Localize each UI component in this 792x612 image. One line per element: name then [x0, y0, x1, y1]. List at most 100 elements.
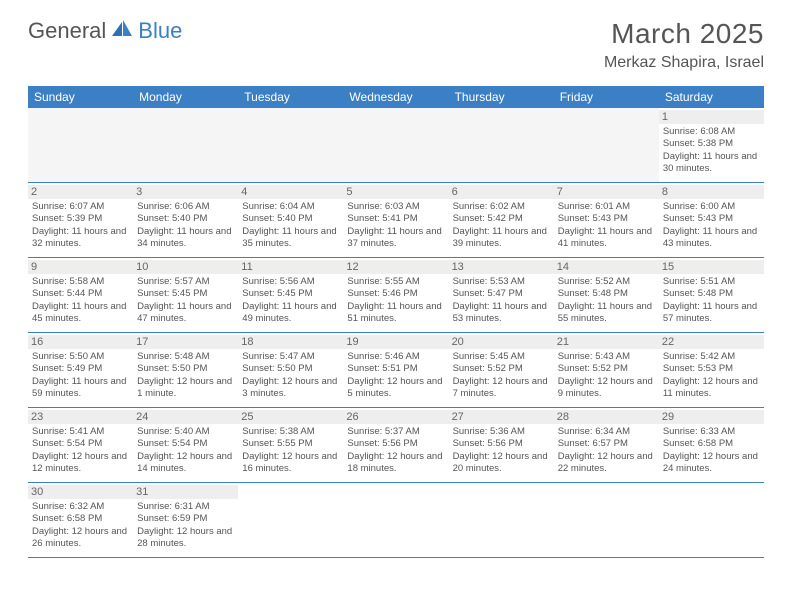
- day-number: 2: [28, 185, 133, 199]
- day-cell: 5Sunrise: 6:03 AMSunset: 5:41 PMDaylight…: [343, 183, 448, 257]
- day-cell: 17Sunrise: 5:48 AMSunset: 5:50 PMDayligh…: [133, 333, 238, 407]
- day-cell: 15Sunrise: 5:51 AMSunset: 5:48 PMDayligh…: [659, 258, 764, 332]
- daylight-text: Daylight: 12 hours and 12 minutes.: [32, 451, 129, 476]
- day-cell: 16 Sunrise: 5:50 AMSunset: 5:49 PMDayligh…: [28, 333, 133, 407]
- sunrise-text: Sunrise: 6:31 AM: [137, 501, 234, 513]
- day-cell: 13Sunrise: 5:53 AMSunset: 5:47 PMDayligh…: [449, 258, 554, 332]
- day-cell: [238, 483, 343, 557]
- daylight-text: Daylight: 11 hours and 45 minutes.: [32, 301, 129, 326]
- day-number: 16: [28, 335, 133, 349]
- day-cell: 22Sunrise: 5:42 AMSunset: 5:53 PMDayligh…: [659, 333, 764, 407]
- logo-text-blue: Blue: [138, 18, 182, 44]
- sunrise-text: Sunrise: 6:34 AM: [558, 426, 655, 438]
- daylight-text: Daylight: 12 hours and 3 minutes.: [242, 376, 339, 401]
- day-number: 10: [133, 260, 238, 274]
- daylight-text: Daylight: 11 hours and 51 minutes.: [347, 301, 444, 326]
- sunset-text: Sunset: 5:40 PM: [137, 213, 234, 225]
- sunset-text: Sunset: 5:44 PM: [32, 288, 129, 300]
- sunset-text: Sunset: 5:53 PM: [663, 363, 760, 375]
- day-number: 14: [554, 260, 659, 274]
- day-number: 7: [554, 185, 659, 199]
- day-cell: 28Sunrise: 6:34 AMSunset: 6:57 PMDayligh…: [554, 408, 659, 482]
- day-cell: 31Sunrise: 6:31 AMSunset: 6:59 PMDayligh…: [133, 483, 238, 557]
- daylight-text: Daylight: 12 hours and 9 minutes.: [558, 376, 655, 401]
- daylight-text: Daylight: 11 hours and 30 minutes.: [663, 151, 760, 176]
- day-number: 6: [449, 185, 554, 199]
- daylight-text: Daylight: 12 hours and 7 minutes.: [453, 376, 550, 401]
- sunset-text: Sunset: 5:38 PM: [663, 138, 760, 150]
- sunrise-text: Sunrise: 5:46 AM: [347, 351, 444, 363]
- sunset-text: Sunset: 5:55 PM: [242, 438, 339, 450]
- day-cell: 30Sunrise: 6:32 AMSunset: 6:58 PMDayligh…: [28, 483, 133, 557]
- day-number: 1: [659, 110, 764, 124]
- daylight-text: Daylight: 11 hours and 57 minutes.: [663, 301, 760, 326]
- sunset-text: Sunset: 5:45 PM: [242, 288, 339, 300]
- daylight-text: Daylight: 11 hours and 41 minutes.: [558, 226, 655, 251]
- week-row: 9Sunrise: 5:58 AMSunset: 5:44 PMDaylight…: [28, 258, 764, 333]
- sunrise-text: Sunrise: 5:50 AM: [32, 351, 129, 363]
- day-cell: 11Sunrise: 5:56 AMSunset: 5:45 PMDayligh…: [238, 258, 343, 332]
- daylight-text: Daylight: 12 hours and 5 minutes.: [347, 376, 444, 401]
- sunrise-text: Sunrise: 6:00 AM: [663, 201, 760, 213]
- sunrise-text: Sunrise: 5:47 AM: [242, 351, 339, 363]
- sunrise-text: Sunrise: 6:08 AM: [663, 126, 760, 138]
- weekday-wednesday: Wednesday: [343, 86, 448, 108]
- day-cell: 3Sunrise: 6:06 AMSunset: 5:40 PMDaylight…: [133, 183, 238, 257]
- calendar: Sunday Monday Tuesday Wednesday Thursday…: [28, 86, 764, 558]
- day-number: 8: [659, 185, 764, 199]
- daylight-text: Daylight: 11 hours and 55 minutes.: [558, 301, 655, 326]
- daylight-text: Daylight: 12 hours and 18 minutes.: [347, 451, 444, 476]
- day-number: 26: [343, 410, 448, 424]
- weekday-tuesday: Tuesday: [238, 86, 343, 108]
- day-cell: 25Sunrise: 5:38 AMSunset: 5:55 PMDayligh…: [238, 408, 343, 482]
- month-title: March 2025: [604, 18, 764, 50]
- day-cell: 12Sunrise: 5:55 AMSunset: 5:46 PMDayligh…: [343, 258, 448, 332]
- day-cell: [133, 108, 238, 182]
- day-cell: 19Sunrise: 5:46 AMSunset: 5:51 PMDayligh…: [343, 333, 448, 407]
- day-cell: 26Sunrise: 5:37 AMSunset: 5:56 PMDayligh…: [343, 408, 448, 482]
- sunrise-text: Sunrise: 5:36 AM: [453, 426, 550, 438]
- day-number: 23: [28, 410, 133, 424]
- day-cell: 9Sunrise: 5:58 AMSunset: 5:44 PMDaylight…: [28, 258, 133, 332]
- sunset-text: Sunset: 5:56 PM: [347, 438, 444, 450]
- logo-sail-icon: [112, 20, 134, 43]
- day-number: 18: [238, 335, 343, 349]
- day-number: 17: [133, 335, 238, 349]
- sunset-text: Sunset: 5:51 PM: [347, 363, 444, 375]
- sunset-text: Sunset: 6:57 PM: [558, 438, 655, 450]
- daylight-text: Daylight: 11 hours and 43 minutes.: [663, 226, 760, 251]
- day-cell: 27Sunrise: 5:36 AMSunset: 5:56 PMDayligh…: [449, 408, 554, 482]
- day-number: 3: [133, 185, 238, 199]
- sunrise-text: Sunrise: 5:43 AM: [558, 351, 655, 363]
- day-cell: 2Sunrise: 6:07 AMSunset: 5:39 PMDaylight…: [28, 183, 133, 257]
- sunset-text: Sunset: 5:52 PM: [453, 363, 550, 375]
- day-number: 9: [28, 260, 133, 274]
- day-number: 29: [659, 410, 764, 424]
- sunrise-text: Sunrise: 5:45 AM: [453, 351, 550, 363]
- daylight-text: Daylight: 12 hours and 1 minute.: [137, 376, 234, 401]
- sunset-text: Sunset: 5:45 PM: [137, 288, 234, 300]
- sunset-text: Sunset: 6:58 PM: [32, 513, 129, 525]
- daylight-text: Daylight: 12 hours and 11 minutes.: [663, 376, 760, 401]
- sunrise-text: Sunrise: 6:03 AM: [347, 201, 444, 213]
- sunset-text: Sunset: 5:39 PM: [32, 213, 129, 225]
- daylight-text: Daylight: 11 hours and 59 minutes.: [32, 376, 129, 401]
- sunrise-text: Sunrise: 6:01 AM: [558, 201, 655, 213]
- week-row: 1 Sunrise: 6:08 AMSunset: 5:38 PMDaylight…: [28, 108, 764, 183]
- daylight-text: Daylight: 12 hours and 28 minutes.: [137, 526, 234, 551]
- day-cell: [28, 108, 133, 182]
- day-cell: 7Sunrise: 6:01 AMSunset: 5:43 PMDaylight…: [554, 183, 659, 257]
- sunset-text: Sunset: 5:50 PM: [137, 363, 234, 375]
- week-row: 30Sunrise: 6:32 AMSunset: 6:58 PMDayligh…: [28, 483, 764, 558]
- sunset-text: Sunset: 6:58 PM: [663, 438, 760, 450]
- sunset-text: Sunset: 5:49 PM: [32, 363, 129, 375]
- daylight-text: Daylight: 11 hours and 53 minutes.: [453, 301, 550, 326]
- day-cell: 20Sunrise: 5:45 AMSunset: 5:52 PMDayligh…: [449, 333, 554, 407]
- header: General Blue March 2025 Merkaz Shapira, …: [0, 0, 792, 80]
- sunset-text: Sunset: 5:50 PM: [242, 363, 339, 375]
- day-cell: 24Sunrise: 5:40 AMSunset: 5:54 PMDayligh…: [133, 408, 238, 482]
- daylight-text: Daylight: 12 hours and 14 minutes.: [137, 451, 234, 476]
- daylight-text: Daylight: 11 hours and 39 minutes.: [453, 226, 550, 251]
- sunset-text: Sunset: 5:52 PM: [558, 363, 655, 375]
- day-number: 11: [238, 260, 343, 274]
